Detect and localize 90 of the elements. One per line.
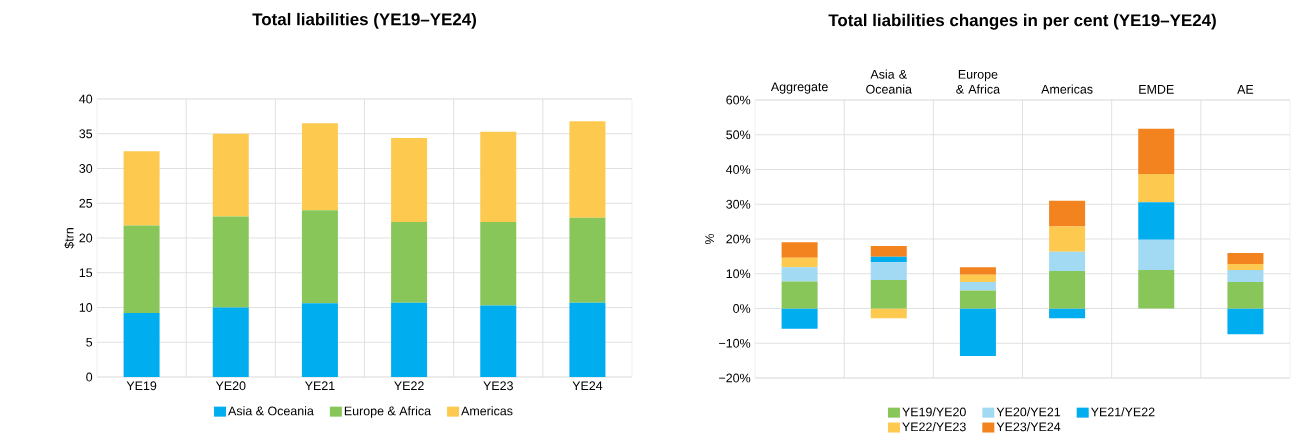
y-tick-label: 30 bbox=[79, 164, 93, 173]
bar bbox=[1138, 269, 1175, 309]
y-axis-title: % bbox=[705, 233, 714, 245]
y-tick-label: 35 bbox=[79, 129, 93, 139]
bar bbox=[123, 225, 160, 314]
y-tick-label: −10% bbox=[719, 338, 751, 348]
bar bbox=[301, 210, 338, 304]
bar bbox=[870, 280, 907, 309]
bar bbox=[212, 216, 249, 308]
bar bbox=[959, 290, 996, 309]
chart-title: Total liabilities changes in per cent (YE19–YE24) bbox=[828, 13, 1216, 30]
x-tick-label: AE bbox=[1237, 85, 1254, 94]
bar bbox=[301, 123, 338, 211]
bar bbox=[781, 257, 818, 268]
legend-label: YE22/YE23 bbox=[902, 422, 966, 432]
bar bbox=[1049, 251, 1086, 271]
y-tick-label: −20% bbox=[719, 373, 751, 383]
bar bbox=[123, 151, 160, 226]
legend-label: YE20/YE21 bbox=[996, 407, 1061, 417]
bar bbox=[1138, 202, 1175, 240]
x-tick-label: YE21 bbox=[304, 381, 335, 391]
bar bbox=[959, 282, 996, 291]
x-tick-label: Aggregate bbox=[770, 82, 828, 94]
bar bbox=[212, 133, 249, 217]
y-tick-label: 10% bbox=[726, 269, 751, 279]
bar bbox=[870, 245, 907, 257]
bar bbox=[480, 131, 517, 223]
bar bbox=[569, 121, 606, 218]
bar bbox=[569, 302, 606, 377]
x-tick-label: Americas bbox=[1041, 84, 1093, 94]
y-tick-label: 20% bbox=[726, 234, 751, 244]
legend-label: Americas bbox=[461, 406, 513, 416]
bar bbox=[781, 242, 818, 258]
bar bbox=[480, 222, 517, 306]
bar bbox=[870, 262, 907, 280]
legend-label: YE19/YE20 bbox=[902, 407, 966, 417]
y-tick-label: 40% bbox=[726, 165, 751, 174]
bar bbox=[1138, 239, 1175, 270]
legend-label: YE21/YE22 bbox=[1090, 407, 1155, 417]
x-tick-label: YE23 bbox=[483, 381, 513, 391]
bar bbox=[959, 267, 996, 275]
bar bbox=[1049, 308, 1086, 319]
x-tick-label: EMDE bbox=[1139, 85, 1174, 94]
bar bbox=[1138, 128, 1175, 175]
legend-label: Asia & Oceania bbox=[228, 406, 314, 416]
y-tick-label: 0% bbox=[733, 304, 751, 313]
bar bbox=[781, 267, 818, 282]
bar bbox=[1227, 269, 1264, 283]
bar bbox=[480, 305, 517, 377]
bar bbox=[569, 217, 606, 303]
chart-title: Total liabilities (YE19–YE24) bbox=[252, 12, 476, 29]
bar bbox=[1227, 252, 1264, 265]
y-tick-label: 30% bbox=[726, 199, 751, 209]
bar bbox=[1227, 308, 1264, 335]
y-tick-label: 50% bbox=[726, 130, 751, 140]
bar bbox=[1049, 270, 1086, 309]
y-tick-label: 10 bbox=[79, 303, 93, 312]
bar bbox=[1227, 264, 1264, 270]
legend-label: Europe & Africa bbox=[344, 406, 432, 418]
bar bbox=[1227, 282, 1264, 309]
y-tick-label: 0 bbox=[86, 372, 93, 382]
y-tick-label: 60% bbox=[726, 95, 751, 105]
bar bbox=[781, 281, 818, 309]
bar bbox=[781, 308, 818, 329]
bar bbox=[1049, 200, 1086, 227]
x-tick-label: YE24 bbox=[572, 381, 603, 391]
x-tick-label: YE22 bbox=[394, 381, 424, 391]
bar bbox=[959, 274, 996, 283]
x-tick-label: Europe & Africa bbox=[956, 70, 1001, 94]
y-tick-label: 40 bbox=[79, 94, 93, 104]
bar bbox=[959, 308, 996, 357]
bar bbox=[1049, 226, 1086, 252]
y-tick-label: 20 bbox=[79, 233, 93, 243]
y-tick-label: 5 bbox=[86, 337, 93, 347]
bar bbox=[123, 313, 160, 377]
y-tick-label: 25 bbox=[79, 198, 93, 208]
bar bbox=[391, 302, 428, 377]
bar bbox=[1138, 174, 1175, 203]
bar bbox=[212, 307, 249, 377]
x-tick-label: Asia & Oceania bbox=[866, 69, 912, 94]
y-tick-label: 15 bbox=[79, 268, 93, 278]
bar bbox=[391, 137, 428, 223]
y-axis-title: $trn bbox=[64, 228, 75, 249]
x-tick-label: YE20 bbox=[215, 381, 246, 391]
bar bbox=[391, 222, 428, 303]
legend-label: YE23/YE24 bbox=[996, 422, 1061, 432]
bar bbox=[870, 256, 907, 263]
bar bbox=[870, 308, 907, 319]
x-tick-label: YE19 bbox=[126, 381, 157, 391]
bar bbox=[301, 303, 338, 377]
